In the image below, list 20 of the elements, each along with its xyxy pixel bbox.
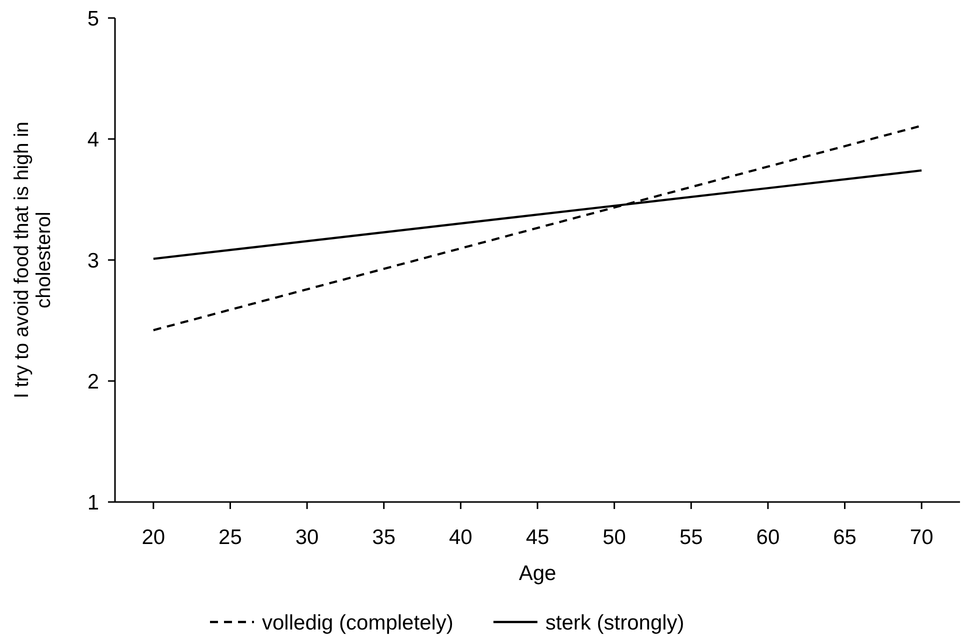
y-axis-title: I try to avoid food that is high in cholesterol xyxy=(11,122,55,398)
x-tick-label: 55 xyxy=(679,526,703,549)
x-tick-label: 70 xyxy=(910,526,934,549)
x-tick-label: 60 xyxy=(756,526,780,549)
x-tick-label: 65 xyxy=(833,526,856,549)
legend-label: sterk (strongly) xyxy=(545,611,684,634)
y-tick-label: 4 xyxy=(87,128,100,152)
legend-label: volledig (completely) xyxy=(262,611,454,634)
y-tick-label: 5 xyxy=(87,7,99,30)
x-tick-label: 40 xyxy=(449,526,472,549)
x-tick-label: 45 xyxy=(526,526,550,549)
x-tick-label: 35 xyxy=(372,526,396,549)
x-tick-label: 50 xyxy=(602,526,626,549)
y-tick-label: 1 xyxy=(87,491,99,514)
x-tick-label: 25 xyxy=(218,526,242,549)
y-tick-label: 2 xyxy=(87,370,99,394)
x-axis-title: Age xyxy=(518,562,556,585)
y-tick-label: 3 xyxy=(87,249,99,272)
x-tick-label: 20 xyxy=(142,526,166,549)
x-tick-label: 30 xyxy=(295,526,319,549)
